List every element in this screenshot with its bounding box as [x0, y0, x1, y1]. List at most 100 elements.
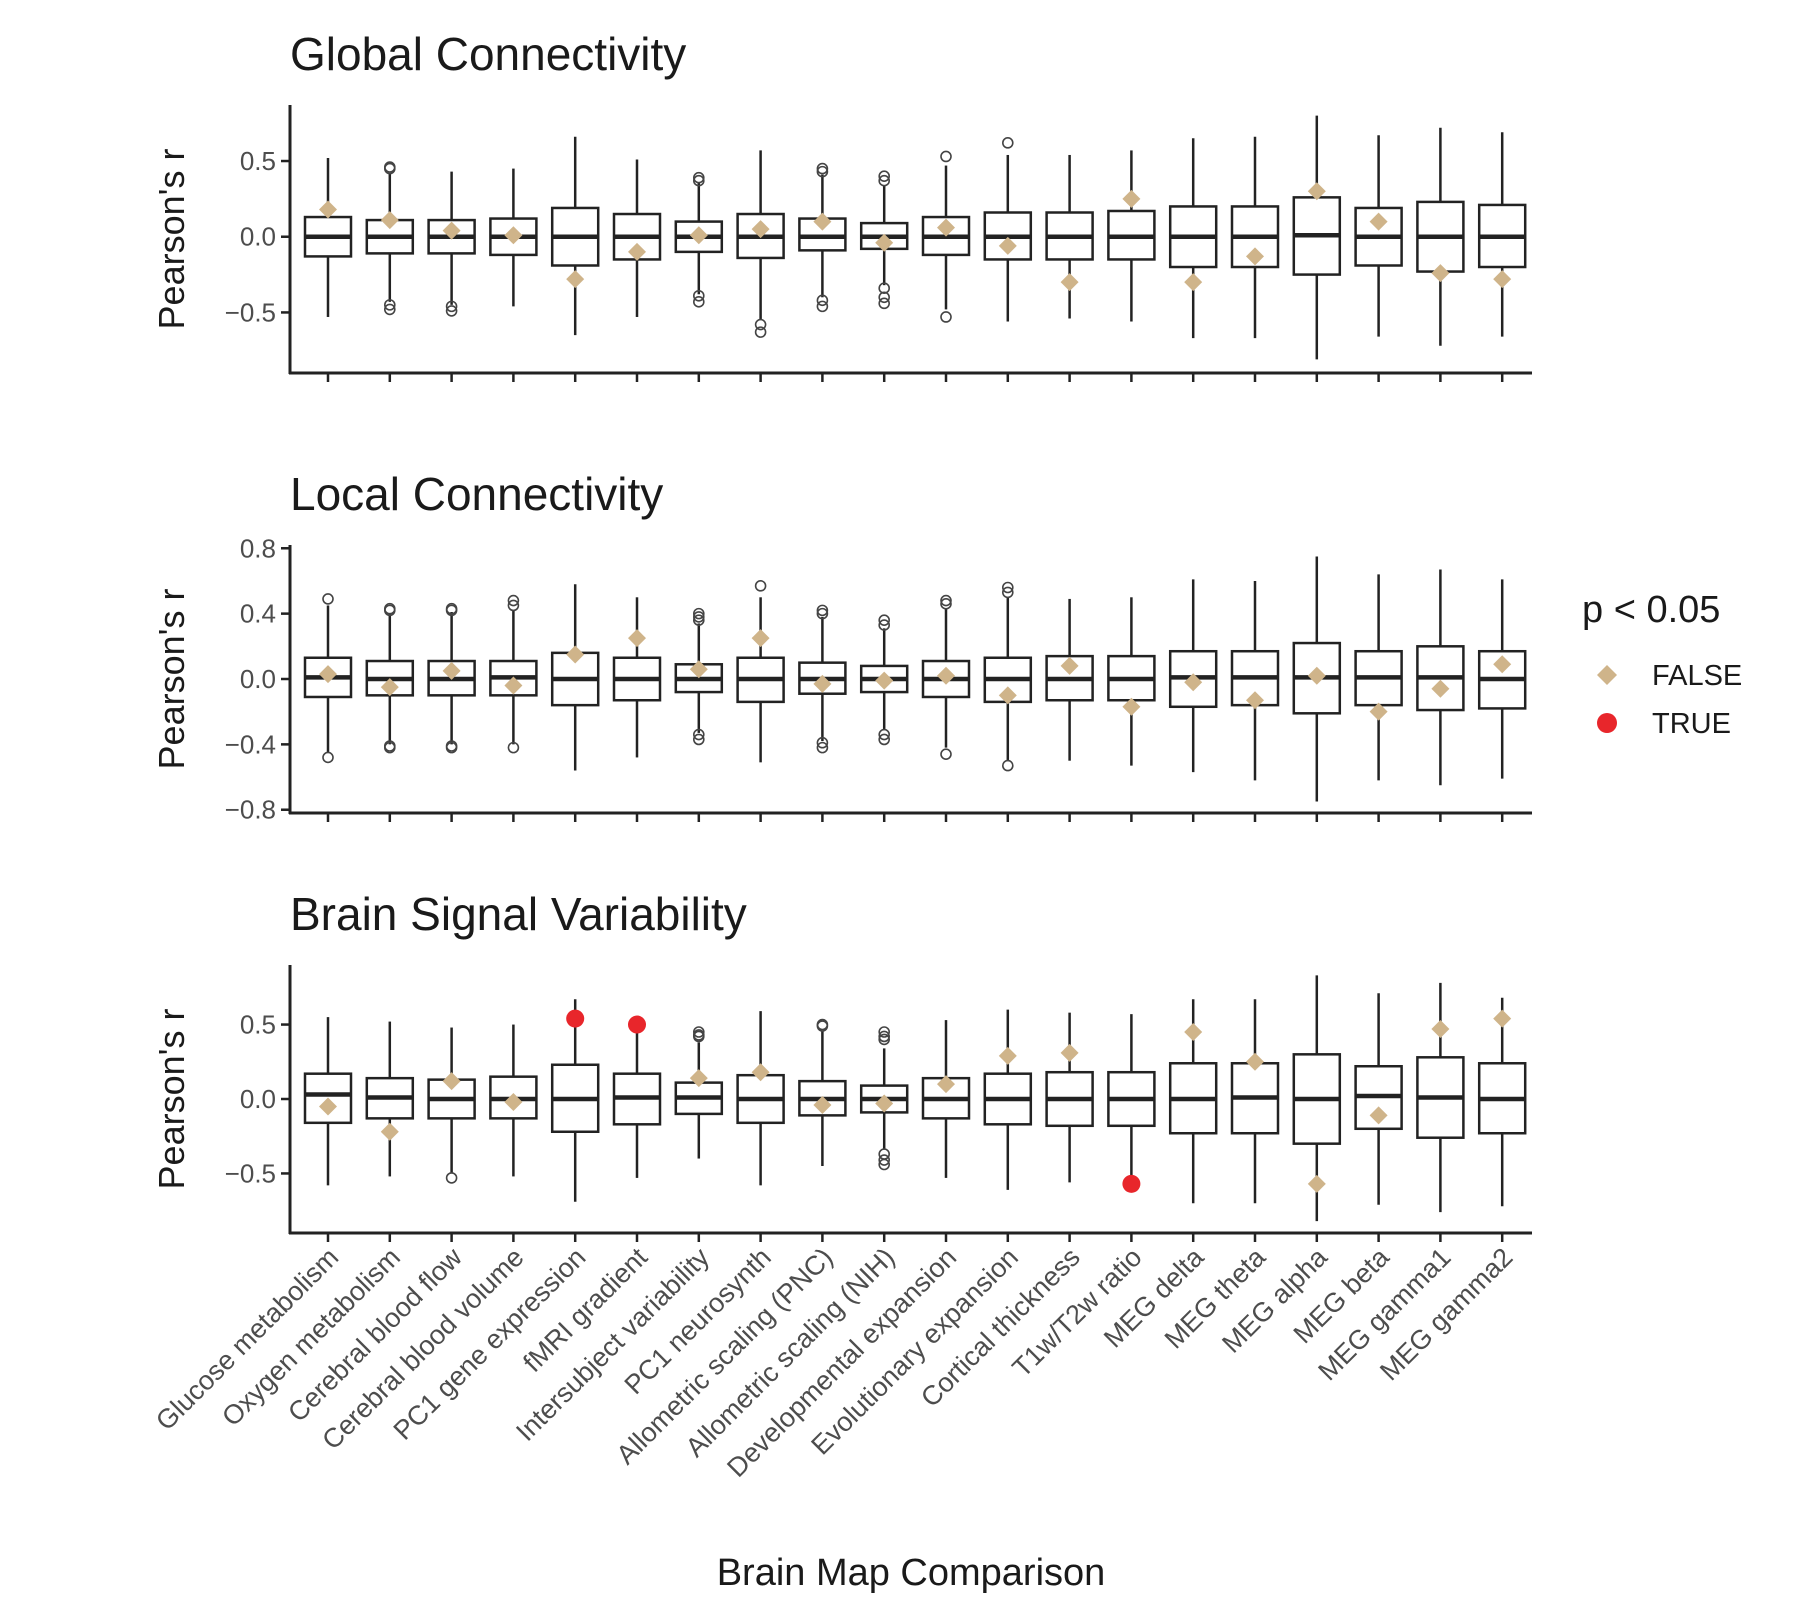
outlier-point	[1001, 581, 1014, 594]
observed-point-nonsignificant	[1369, 702, 1388, 721]
outlier-point	[878, 1030, 891, 1043]
observed-point-nonsignificant	[628, 242, 646, 261]
outlier-point	[940, 598, 952, 610]
y-tick-label: 0.0	[240, 664, 276, 694]
box-17	[1354, 135, 1403, 337]
outlier-point	[445, 305, 458, 317]
outlier-point	[692, 611, 705, 623]
observed-point-nonsignificant	[319, 200, 337, 219]
y-tick-label: −0.5	[225, 297, 276, 327]
observed-point-nonsignificant	[813, 1095, 832, 1114]
outlier-point	[878, 728, 891, 741]
observed-point-nonsignificant	[1246, 247, 1264, 266]
box-18	[1416, 569, 1465, 786]
box-12	[1045, 154, 1094, 319]
outlier-point	[878, 1033, 891, 1046]
legend-label: FALSE	[1652, 660, 1742, 692]
outlier-point	[878, 1026, 891, 1038]
box-5	[612, 159, 662, 317]
outlier-point	[445, 1172, 458, 1184]
outlier-point	[507, 599, 520, 612]
outlier-point	[322, 593, 334, 605]
observed-point-nonsignificant	[1246, 691, 1264, 710]
observed-point-nonsignificant	[1060, 656, 1079, 675]
observed-point-significant	[628, 1015, 646, 1034]
observed-point-nonsignificant	[380, 211, 399, 230]
box-13	[1107, 597, 1156, 766]
box-19	[1477, 997, 1527, 1207]
observed-point-nonsignificant	[1493, 270, 1512, 289]
outlier-point	[445, 300, 458, 313]
box-1	[365, 1021, 415, 1177]
box-0	[303, 157, 353, 317]
legend: p < 0.05 FALSE TRUE	[1582, 589, 1742, 740]
outlier-point	[816, 607, 829, 620]
panel-2: Brain Signal Variability Pearson's r −0.5 0…	[150, 888, 1532, 1483]
box-5	[612, 597, 662, 758]
box-13	[1107, 150, 1156, 322]
observed-point-nonsignificant	[380, 1122, 399, 1141]
outlier-point	[445, 604, 458, 617]
box-11	[983, 1009, 1033, 1190]
box-7	[736, 1011, 785, 1186]
observed-point-nonsignificant	[442, 221, 461, 240]
box-7	[736, 150, 785, 338]
box-14	[1168, 999, 1218, 1204]
observed-point-nonsignificant	[504, 676, 523, 695]
observed-point-nonsignificant	[442, 1072, 461, 1091]
box-3	[489, 168, 538, 307]
outlier-point	[445, 741, 458, 754]
y-axis-label: Pearson's r	[151, 1009, 192, 1190]
box-1	[365, 161, 415, 316]
outlier-point	[878, 282, 891, 295]
observed-point-nonsignificant	[1060, 1043, 1079, 1062]
panel-title: Global Connectivity	[290, 28, 686, 80]
observed-point-nonsignificant	[628, 629, 646, 648]
panel-0: Global Connectivity Pearson's r −0.5 0.0 0.5	[151, 28, 1532, 382]
box-5	[612, 1021, 662, 1178]
box-12	[1045, 1012, 1094, 1183]
observed-point-nonsignificant	[689, 660, 708, 679]
panel-1: Local Connectivity Pearson's r −0.8 −0.4 0.0…	[151, 468, 1532, 825]
box-11	[983, 581, 1033, 772]
outlier-point	[507, 741, 520, 754]
observed-point-nonsignificant	[442, 661, 461, 680]
y-tick-label: 0.4	[240, 599, 276, 629]
box-7	[736, 580, 785, 763]
outlier-point	[692, 171, 705, 184]
outlier-point	[816, 736, 829, 749]
observed-point-significant	[566, 1009, 585, 1028]
observed-point-nonsignificant	[875, 671, 894, 690]
y-axis-label: Pearson's r	[151, 149, 192, 330]
outlier-point	[322, 751, 334, 764]
outlier-point	[816, 1020, 829, 1032]
outlier-point	[1001, 586, 1014, 599]
y-tick-label: −0.5	[225, 1158, 276, 1188]
outlier-point	[878, 619, 891, 631]
outlier-point	[507, 594, 520, 607]
legend-label: TRUE	[1652, 708, 1731, 740]
outlier-point	[878, 291, 891, 304]
box-3	[489, 594, 538, 754]
outlier-point	[692, 1026, 705, 1038]
y-tick-label: 0.5	[240, 146, 276, 176]
observed-point-nonsignificant	[319, 665, 337, 684]
outlier-point	[878, 1154, 891, 1166]
observed-point-nonsignificant	[1431, 1020, 1450, 1039]
box-4	[550, 136, 600, 336]
box-19	[1477, 132, 1527, 337]
x-axis-label: Brain Map Comparison	[717, 1552, 1106, 1594]
outlier-point	[692, 296, 705, 308]
observed-point-nonsignificant	[1246, 1052, 1264, 1071]
legend-key-circle	[1597, 713, 1617, 733]
outlier-point	[940, 594, 952, 607]
observed-point-nonsignificant	[875, 1094, 894, 1113]
observed-point-nonsignificant	[1184, 673, 1203, 692]
observed-point-nonsignificant	[875, 233, 894, 252]
outlier-point	[692, 614, 705, 626]
observed-point-nonsignificant	[937, 218, 955, 237]
observed-point-nonsignificant	[1122, 189, 1141, 208]
box-13	[1107, 1014, 1156, 1186]
observed-point-nonsignificant	[1060, 273, 1079, 292]
observed-point-nonsignificant	[319, 1097, 337, 1116]
